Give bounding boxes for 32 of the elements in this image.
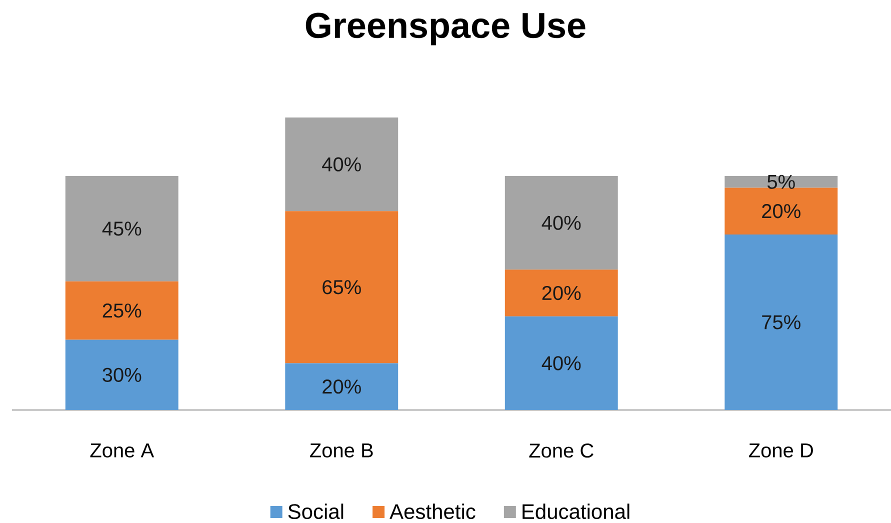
x-tick-label: Zone C (529, 444, 594, 458)
x-tick-label: Zone B (310, 444, 373, 458)
data-label: 75% (762, 315, 800, 330)
data-label: 40% (322, 157, 361, 172)
bar (724, 188, 838, 235)
legend-label: Social (288, 504, 344, 520)
data-label: 45% (102, 222, 142, 236)
data-label: 5% (767, 174, 795, 189)
legend-label: Educational (522, 504, 630, 520)
bar (65, 340, 178, 410)
bar (65, 176, 178, 282)
bar (504, 176, 618, 270)
bar (65, 281, 178, 340)
bar (724, 234, 838, 410)
bar (504, 316, 618, 410)
data-label: 65% (322, 280, 361, 294)
data-label: 25% (102, 303, 142, 318)
x-tick-label: Zone A (90, 444, 154, 458)
bar (504, 270, 618, 316)
legend-label: Aesthetic (390, 504, 476, 520)
bar (285, 118, 398, 212)
data-label: 40% (542, 216, 581, 230)
bar (285, 211, 398, 364)
data-label: 40% (542, 356, 581, 370)
x-tick-label: Zone D (748, 444, 813, 458)
bar (285, 363, 398, 410)
bar (724, 176, 838, 188)
chart-title: Greenspace Use (306, 12, 586, 46)
data-label: 20% (322, 380, 361, 394)
data-label: 30% (102, 368, 142, 382)
data-label: 20% (542, 286, 581, 300)
data-label: 20% (762, 204, 800, 218)
